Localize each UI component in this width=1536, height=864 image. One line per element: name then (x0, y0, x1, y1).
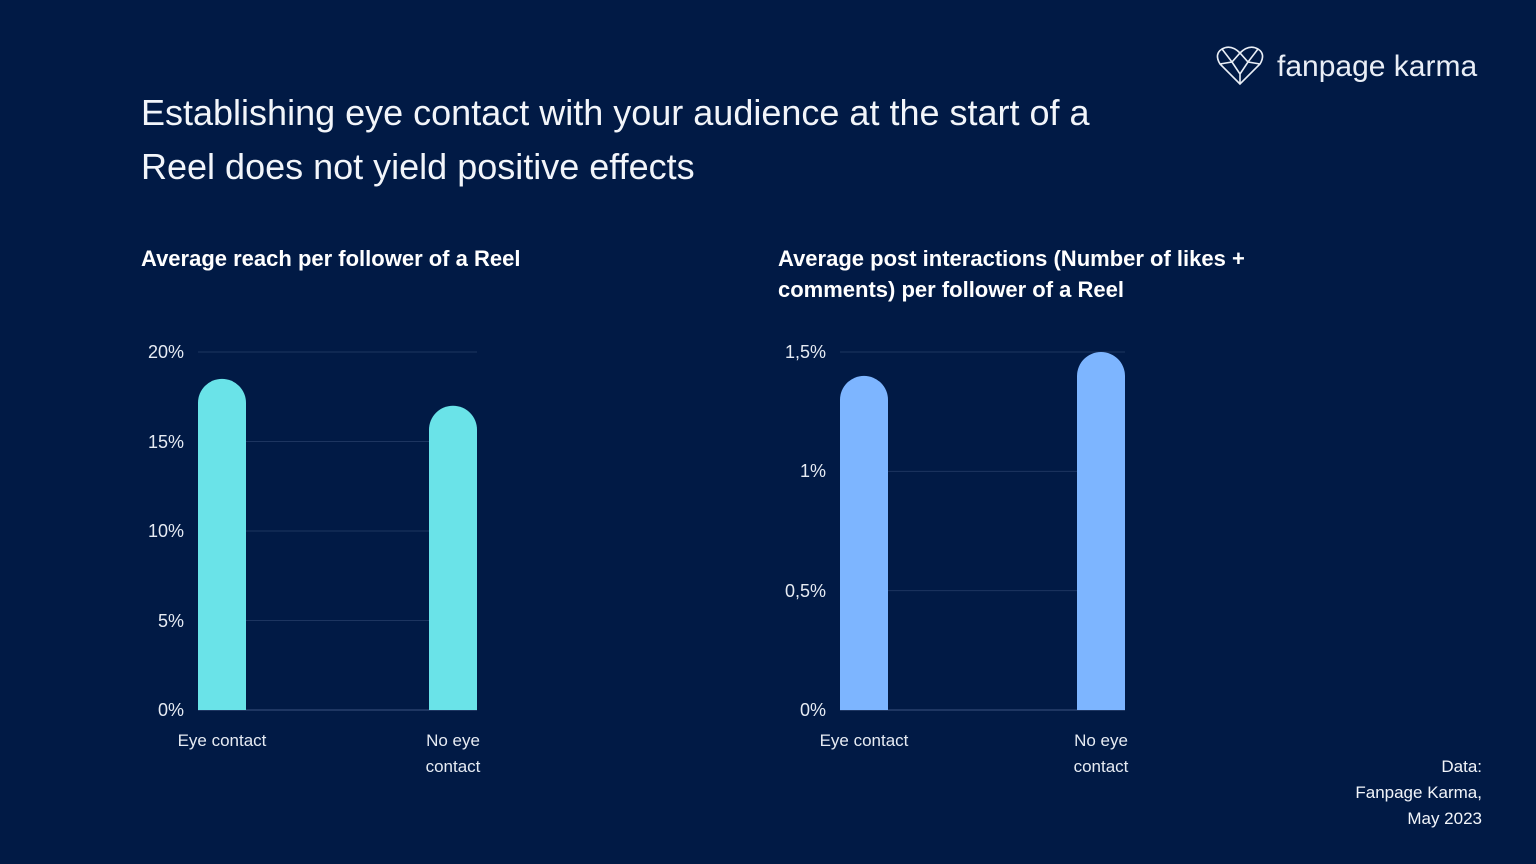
y-tick-label: 15% (147, 431, 184, 452)
y-tick-label: 10% (147, 521, 184, 541)
y-tick-label: 0,5% (784, 580, 826, 601)
source-note: Data: Fanpage Karma, May 2023 (1355, 754, 1482, 832)
bar (198, 378, 246, 710)
x-tick-label: No eye contact (1073, 731, 1129, 776)
y-tick-label: 5% (157, 610, 184, 631)
chart-title: Average post interactions (Number of lik… (778, 246, 1245, 302)
source-line: Fanpage Karma, (1355, 783, 1482, 802)
chart-title: Average reach per follower of a Reel (141, 246, 521, 271)
y-tick-label: 20% (147, 342, 184, 362)
y-tick-label: 1,5% (784, 342, 826, 362)
y-tick-label: 0% (157, 700, 184, 720)
y-tick-label: 0% (799, 700, 826, 720)
bar (840, 375, 888, 710)
bar (1077, 352, 1125, 710)
brand-logo (1216, 46, 1264, 86)
brand-name: fanpage karma (1277, 50, 1478, 83)
x-tick-label: Eye contact (177, 731, 267, 750)
source-line: May 2023 (1407, 809, 1482, 828)
x-tick-label: No eye contact (425, 731, 481, 776)
x-tick-label: Eye contact (819, 731, 909, 750)
y-tick-label: 1% (799, 461, 826, 482)
source-line: Data: (1441, 757, 1482, 776)
bar (429, 405, 477, 710)
slide-title: Establishing eye contact with your audie… (141, 92, 1090, 187)
